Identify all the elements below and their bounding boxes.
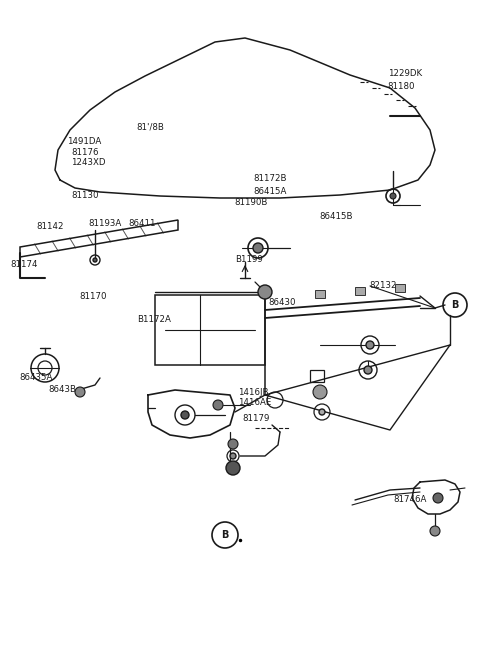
Circle shape: [430, 526, 440, 536]
Text: 81174: 81174: [11, 260, 38, 269]
Text: 81172B: 81172B: [253, 174, 287, 183]
Bar: [395, 284, 405, 292]
Text: 1416JB: 1416JB: [238, 388, 268, 397]
Circle shape: [181, 411, 189, 419]
Circle shape: [364, 366, 372, 374]
Text: 81142: 81142: [36, 222, 63, 231]
Circle shape: [258, 285, 272, 299]
Text: 8643B: 8643B: [48, 385, 76, 394]
Circle shape: [313, 385, 327, 399]
Circle shape: [226, 461, 240, 475]
Circle shape: [366, 341, 374, 349]
Text: 81190B: 81190B: [234, 198, 268, 207]
Text: 1416AE: 1416AE: [238, 397, 271, 407]
Text: B: B: [451, 300, 459, 310]
Text: 81'/8B: 81'/8B: [137, 123, 165, 132]
Text: 81170: 81170: [79, 292, 107, 302]
Text: 82132: 82132: [370, 281, 397, 290]
Bar: [310, 370, 324, 382]
Circle shape: [93, 258, 97, 262]
Text: 1491DA: 1491DA: [67, 137, 101, 146]
Circle shape: [433, 493, 443, 503]
Circle shape: [75, 387, 85, 397]
Text: 1229DK: 1229DK: [388, 69, 422, 78]
Bar: [315, 290, 325, 298]
Text: 81193A: 81193A: [89, 219, 122, 228]
Bar: [355, 286, 365, 294]
Circle shape: [319, 409, 325, 415]
Text: 81180: 81180: [388, 82, 415, 91]
Circle shape: [228, 439, 238, 449]
Text: 86415A: 86415A: [253, 187, 287, 196]
Circle shape: [213, 400, 223, 410]
Text: 1243XD: 1243XD: [71, 158, 106, 168]
Circle shape: [230, 453, 236, 459]
Text: 86430: 86430: [269, 298, 296, 307]
Text: 81130: 81130: [71, 191, 98, 200]
Bar: [155, 295, 265, 365]
Text: 81179: 81179: [242, 414, 270, 423]
Circle shape: [390, 193, 396, 199]
Text: 86411: 86411: [129, 219, 156, 228]
Circle shape: [253, 243, 263, 253]
Text: 81746A: 81746A: [394, 495, 427, 504]
Text: 86415B: 86415B: [319, 212, 353, 221]
Text: B1199: B1199: [235, 255, 263, 264]
Text: 86435A: 86435A: [19, 373, 53, 382]
Text: 81176: 81176: [71, 148, 98, 157]
Text: B: B: [221, 530, 228, 540]
Text: B1172A: B1172A: [137, 315, 171, 325]
